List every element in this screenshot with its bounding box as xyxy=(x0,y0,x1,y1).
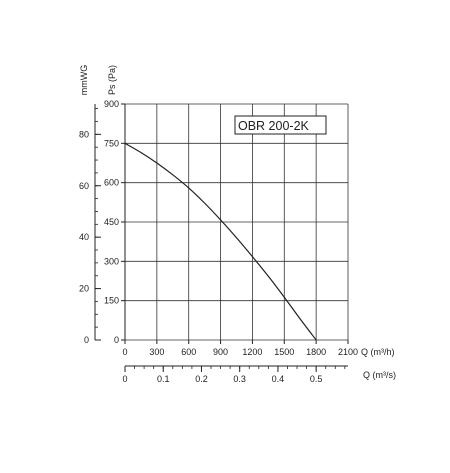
secondary-y-axis-title: mmWG xyxy=(79,65,89,96)
secondary-y-tick-label: 0 xyxy=(84,335,89,345)
grid-lines xyxy=(124,103,349,341)
x-tick-label: 1200 xyxy=(242,347,262,357)
secondary-x-tick-label: 0 xyxy=(122,374,127,384)
secondary-x-tick-label: 0.3 xyxy=(233,374,246,384)
secondary-y-tick-label: 80 xyxy=(79,129,89,139)
y-tick-labels: 0 150 300 450 600 750 900 xyxy=(104,99,125,345)
x-tick-label: 1500 xyxy=(274,347,294,357)
secondary-y-tick-label: 60 xyxy=(79,181,89,191)
y-tick-label: 450 xyxy=(104,217,119,227)
x-tick-label: 1800 xyxy=(306,347,326,357)
secondary-y-tick-label: 40 xyxy=(79,232,89,242)
model-label-box xyxy=(234,115,327,135)
x-tick-label: 900 xyxy=(213,347,228,357)
y-tick-label: 300 xyxy=(104,256,119,266)
y-tick-label: 0 xyxy=(114,335,119,345)
performance-curve xyxy=(124,142,317,341)
secondary-x-axis-title: Q (m³/s) xyxy=(363,370,396,380)
x-axis-title: Q (m³/h) xyxy=(361,347,395,357)
model-label: OBR 200-2K xyxy=(238,119,310,133)
secondary-x-tick-label: 0.1 xyxy=(157,374,170,384)
secondary-x-tick-label: 0.5 xyxy=(310,374,323,384)
x-tick-label: 2100 xyxy=(338,347,358,357)
secondary-y-tick-label: 20 xyxy=(79,284,89,294)
secondary-x-tick-label: 0.4 xyxy=(272,374,285,384)
y-tick-label: 150 xyxy=(104,296,119,306)
y-axis-title: Ps (Pa) xyxy=(107,65,117,95)
x-tick-label: 600 xyxy=(181,347,196,357)
y-tick-label: 900 xyxy=(104,99,119,109)
secondary-x-tick-label: 0.2 xyxy=(195,374,208,384)
y-tick-label: 600 xyxy=(104,178,119,188)
secondary-x-tick-labels: 0 0.1 0.2 0.3 0.4 0.5 xyxy=(122,366,346,384)
x-tick-label: 0 xyxy=(122,347,127,357)
x-tick-labels: 0 300 600 900 1200 1500 1800 2100 xyxy=(122,340,358,357)
secondary-y-tick-labels: 0 20 40 60 80 xyxy=(79,108,101,345)
y-tick-label: 750 xyxy=(104,138,119,148)
x-tick-label: 300 xyxy=(149,347,164,357)
